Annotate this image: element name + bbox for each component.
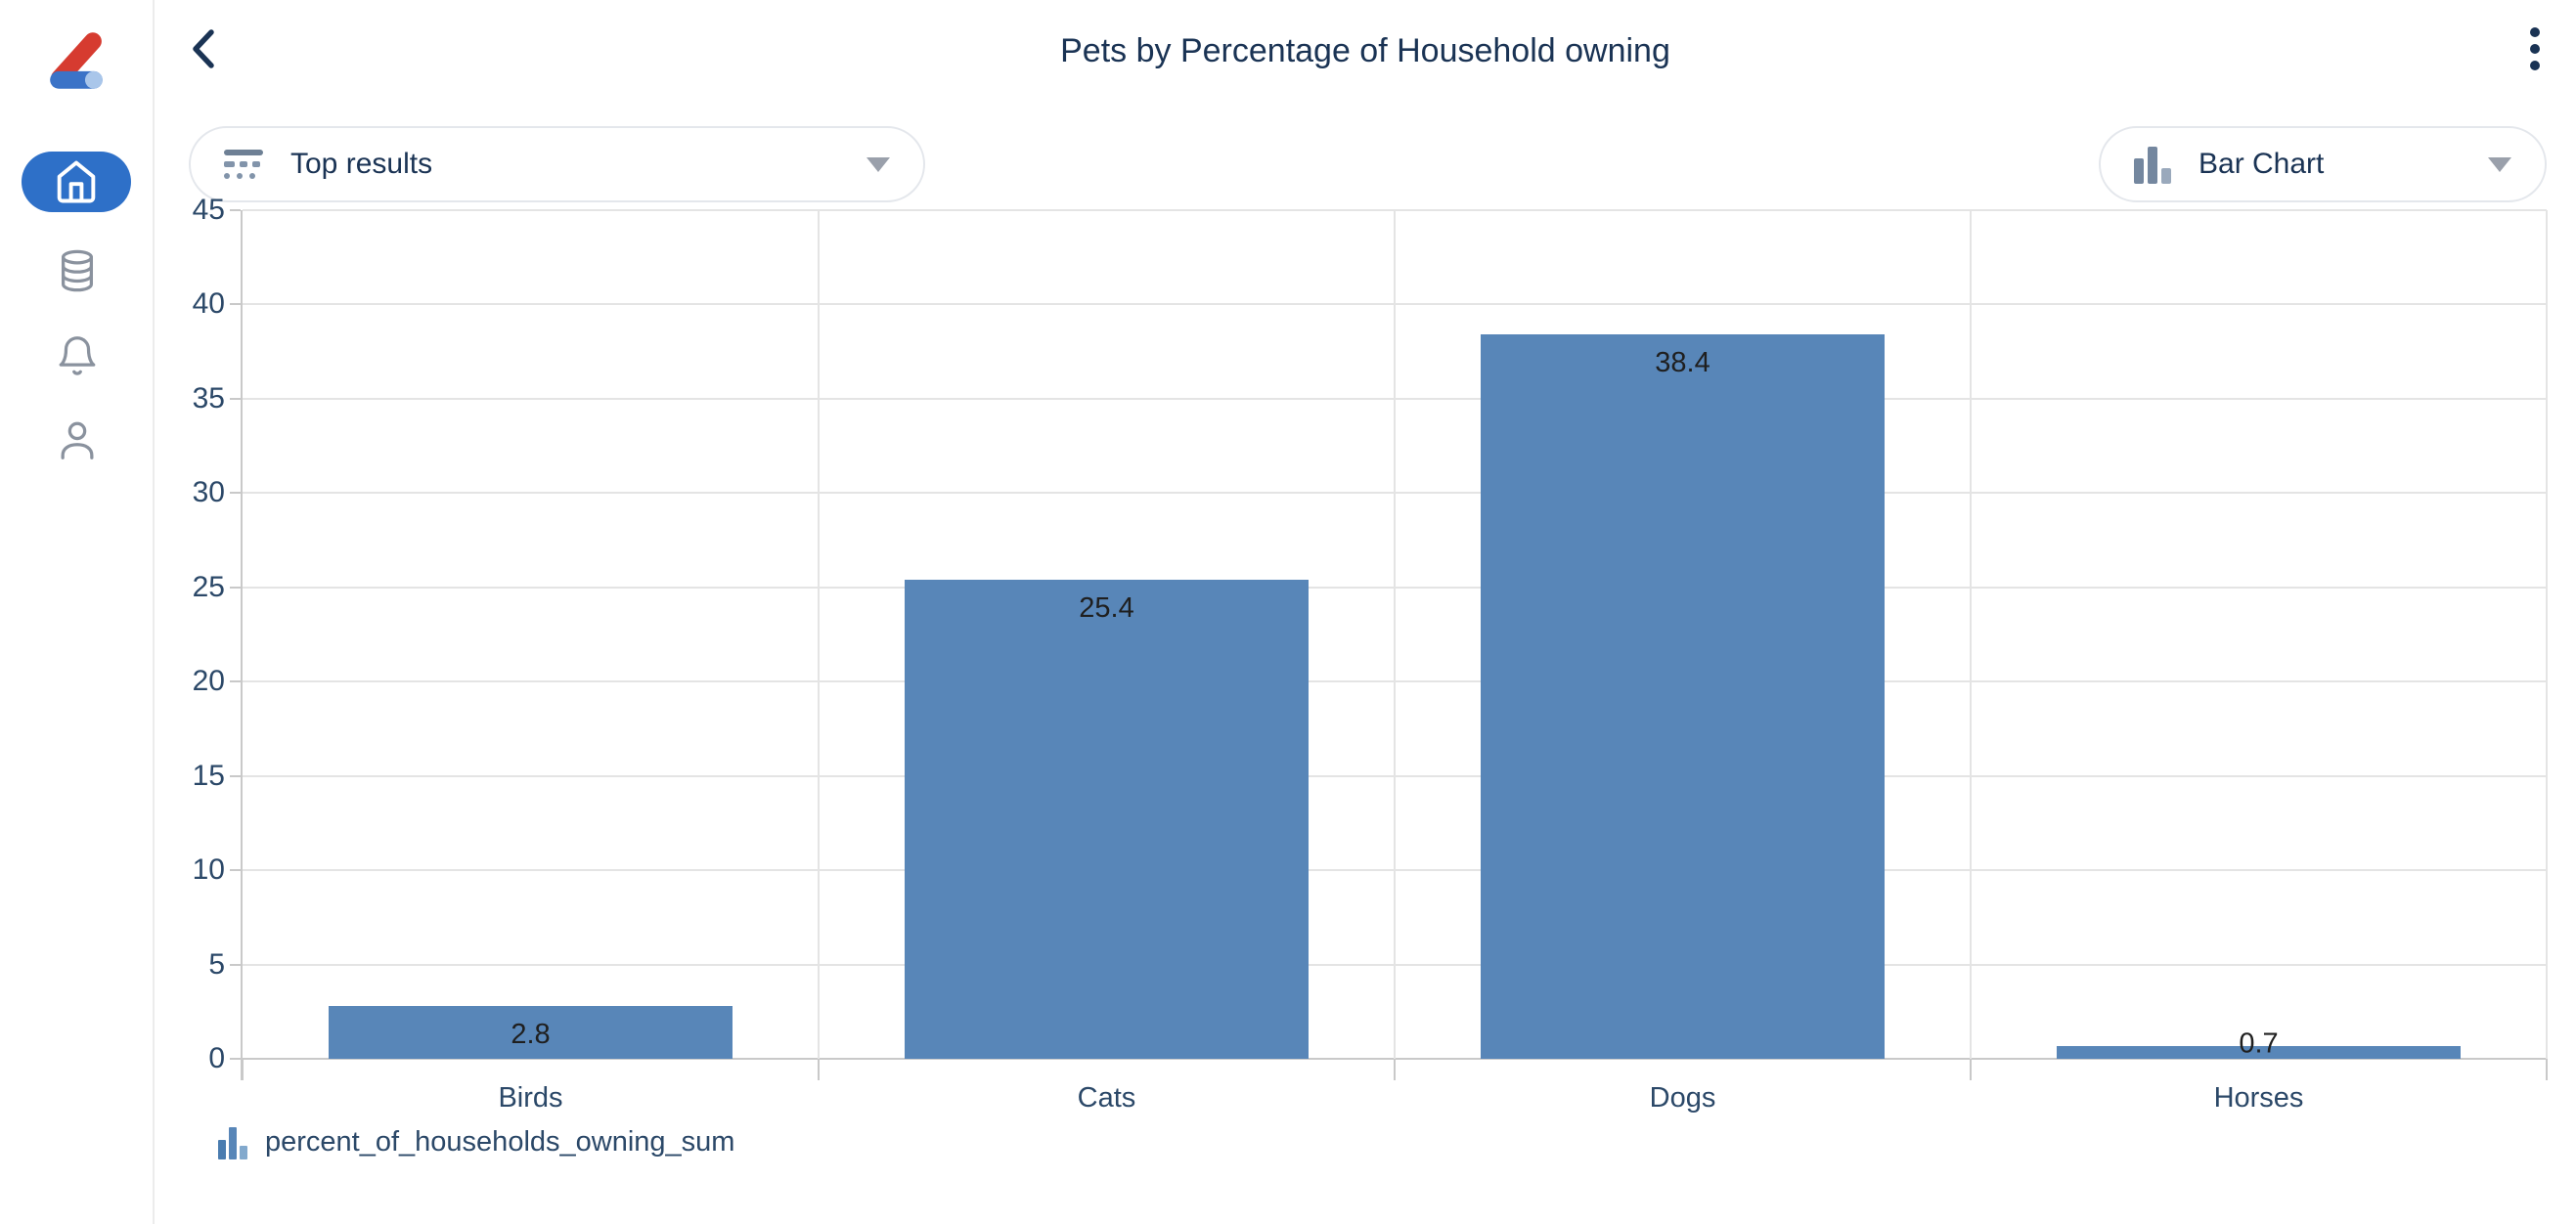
y-axis-tick [230,680,241,683]
y-axis-label: 5 [208,947,225,981]
sidebar-item-home[interactable] [22,152,131,212]
bar-dogs[interactable] [1481,334,1885,1059]
y-axis-tick [230,963,241,966]
sidebar-item-profile[interactable] [54,416,101,463]
y-axis-label: 40 [192,287,225,321]
y-axis-label: 45 [192,194,225,226]
x-grid-line [1970,210,1972,1059]
more-options-button[interactable] [2509,23,2560,74]
x-axis-label-cats: Cats [1077,1082,1136,1114]
database-icon [61,249,94,292]
chevron-left-icon [193,29,214,68]
bar-chart-icon [2134,145,2173,184]
bar-value-label-birds: 2.8 [511,1018,551,1050]
legend-bar-chart-icon [218,1124,249,1159]
sidebar-item-data[interactable] [54,247,101,294]
x-axis-tick [242,1059,244,1080]
y-axis-tick [230,209,241,211]
chart-type-dropdown[interactable]: Bar Chart [2099,126,2547,202]
y-axis-label: 25 [192,570,225,603]
top-results-icon [224,145,265,184]
sidebar [0,0,155,1224]
bar-value-label-horses: 0.7 [2239,1027,2279,1060]
y-axis-tick [230,492,241,495]
sidebar-item-notifications[interactable] [54,332,101,379]
chart-plot: 45 40 35 30 25 20 15 10 5 0 2.8 Birds 25.4 Cats 38.4 Do… [193,194,2548,1114]
legend-label: percent_of_households_owning_sum [265,1125,735,1158]
x-axis-tick [1970,1059,1972,1080]
y-axis-label: 35 [192,381,225,415]
legend-item[interactable]: percent_of_households_owning_sum [218,1124,734,1159]
home-icon [57,160,96,203]
bar-value-label-cats: 25.4 [1079,592,1134,625]
y-axis-label: 15 [192,759,225,792]
y-axis-tick [230,1058,241,1060]
x-grid-line [2546,210,2548,1059]
x-axis-label-horses: Horses [2213,1082,2304,1114]
y-axis-line [241,210,243,1080]
bar-horses[interactable] [2057,1045,2461,1059]
zing-data-logo[interactable] [45,29,108,92]
back-button[interactable] [176,22,231,76]
user-icon [61,421,94,459]
y-axis-tick [230,586,241,589]
x-axis-label-dogs: Dogs [1649,1082,1716,1114]
x-axis-tick [1394,1059,1396,1080]
x-grid-line [818,210,820,1059]
x-axis-tick [2546,1059,2548,1080]
x-grid-line [1394,210,1396,1059]
y-axis-label: 30 [192,476,225,509]
bar-value-label-dogs: 38.4 [1655,347,1710,379]
chevron-down-icon [2488,156,2511,172]
y-axis-label: 20 [192,665,225,698]
bell-icon [59,336,96,375]
x-axis-label-birds: Birds [498,1082,563,1114]
chevron-down-icon [866,156,890,172]
main-content: Pets by Percentage of Household owning T… [155,0,2576,1224]
y-axis-tick [230,774,241,777]
kebab-menu-icon [2530,27,2540,37]
bar-birds[interactable] [329,1006,733,1059]
page-title: Pets by Percentage of Household owning [1060,32,1670,69]
y-axis-tick [230,397,241,400]
y-axis-tick [230,303,241,306]
y-axis-label: 0 [208,1042,225,1074]
chart-type-label: Bar Chart [2198,148,2325,180]
top-results-dropdown[interactable]: Top results [189,126,925,202]
y-axis-tick [230,869,241,872]
top-results-label: Top results [290,148,433,180]
y-axis-label: 10 [192,853,225,887]
x-axis-tick [818,1059,820,1080]
bar-cats[interactable] [905,580,1309,1059]
